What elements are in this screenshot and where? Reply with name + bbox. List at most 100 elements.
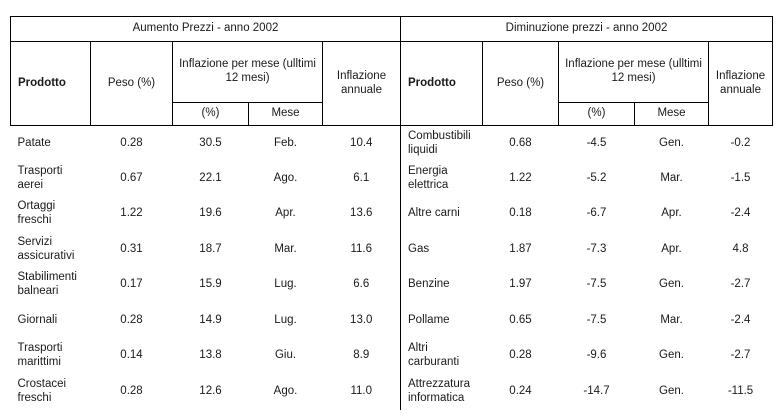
cell-r-prod: Gas <box>400 232 483 268</box>
cell-r-peso: 0.68 <box>509 136 532 149</box>
table-row: Trasporti marittimi 0.14 13.8 Giu. 8.9 Altri … <box>11 338 773 374</box>
cell-r-mese: Gen. <box>659 349 684 362</box>
cell-r-mese: Mar. <box>660 171 683 184</box>
cell-r-annual: -2.7 <box>730 349 751 362</box>
cell-r-prod: Pollame <box>400 303 483 339</box>
cell-l-mese: Feb. <box>273 136 297 149</box>
cell-l-pct: 18.7 <box>199 242 222 255</box>
cell-r-pct: -7.5 <box>586 278 607 291</box>
cell-l-peso: 1.22 <box>120 207 143 220</box>
table-body: Patate 0.28 30.5 Feb. 10.4 Combustibili liqui… <box>11 125 773 410</box>
cell-r-annual: -11.5 <box>727 384 754 397</box>
cell-r-annual: 4.8 <box>732 242 749 255</box>
cell-l-prod: Trasporti marittimi <box>17 342 63 369</box>
cell-l-peso: 0.28 <box>120 136 143 149</box>
header-product-left: Prodotto <box>10 41 91 126</box>
cell-r-peso: 0.24 <box>509 384 532 397</box>
cell-l-pct: 12.6 <box>199 384 222 397</box>
cell-r-mese: Apr. <box>661 242 682 255</box>
table-row: Patate 0.28 30.5 Feb. 10.4 Combustibili liqui… <box>11 125 773 161</box>
header-annual-left: Inflazione annuale <box>322 41 401 126</box>
cell-r-peso: 0.28 <box>509 349 532 362</box>
cell-l-pct: 30.5 <box>199 136 222 149</box>
cell-l-prod: Ortaggi freschi <box>17 200 56 227</box>
right-group-title: Diminuzione prezzi - anno 2002 <box>400 16 774 42</box>
cell-r-prod: Energia elettrica <box>400 161 483 197</box>
left-group-title: Aumento Prezzi - anno 2002 <box>10 16 401 42</box>
cell-r-peso: 1.22 <box>509 171 532 184</box>
cell-l-annual: 10.4 <box>350 136 373 149</box>
table-row: Crostacei freschi 0.28 12.6 Ago. 11.0 Attrezz… <box>11 374 773 410</box>
header-weight-right: Peso (%) <box>482 41 559 126</box>
table-row: Stabilimenti balneari 0.17 15.9 Lug. 6.6 Benz… <box>11 267 773 303</box>
cell-r-peso: 0.18 <box>509 207 532 220</box>
cell-l-prod: Patate <box>17 136 51 149</box>
header-monthly-right: Inflazione per mese (ulltimi 12 mesi) <box>558 41 709 103</box>
cell-l-prod: Stabilimenti balneari <box>17 271 77 298</box>
cell-r-mese: Mar. <box>660 313 683 326</box>
cell-r-mese: Gen. <box>659 384 684 397</box>
cell-l-mese: Apr. <box>275 207 296 220</box>
cell-l-pct: 19.6 <box>199 207 222 220</box>
cell-l-mese: Ago. <box>273 384 298 397</box>
cell-r-annual: -1.5 <box>730 171 751 184</box>
header-product-right: Prodotto <box>400 41 483 126</box>
table-row: Servizi assicurativi 0.31 18.7 Mar. 11.6 Gas 1… <box>11 232 773 268</box>
cell-l-prod: Trasporti aerei <box>17 164 63 191</box>
cell-l-peso: 0.17 <box>120 278 143 291</box>
cell-l-prod: Crostacei freschi <box>17 377 67 404</box>
cell-r-pct: -7.3 <box>586 242 607 255</box>
header-month-left: Mese <box>248 102 323 126</box>
cell-l-pct: 22.1 <box>199 171 222 184</box>
cell-r-prod: Attrezzatura informatica <box>400 374 483 410</box>
cell-r-annual: -2.7 <box>730 278 751 291</box>
cell-l-mese: Giu. <box>274 349 297 362</box>
cell-l-mese: Lug. <box>274 278 297 291</box>
price-table: Aumento Prezzi - anno 2002 Diminuzione p… <box>10 16 774 410</box>
cell-r-mese: Gen. <box>659 278 684 291</box>
cell-l-mese: Ago. <box>273 171 298 184</box>
cell-r-peso: 1.87 <box>509 242 532 255</box>
cell-r-pct: -9.6 <box>586 349 607 362</box>
cell-l-annual: 6.1 <box>353 171 370 184</box>
cell-l-pct: 15.9 <box>199 278 222 291</box>
cell-r-prod: Altri carburanti <box>400 338 483 374</box>
cell-l-mese: Lug. <box>274 313 297 326</box>
cell-r-prod: Benzine <box>400 267 483 303</box>
cell-l-peso: 0.67 <box>120 171 143 184</box>
cell-r-annual: -2.4 <box>730 207 751 220</box>
cell-l-annual: 8.9 <box>353 349 370 362</box>
cell-r-mese: Apr. <box>661 207 682 220</box>
cell-r-mese: Gen. <box>659 136 684 149</box>
cell-l-pct: 14.9 <box>199 313 222 326</box>
cell-l-prod: Giornali <box>17 313 58 326</box>
header-month-right: Mese <box>634 102 709 126</box>
cell-r-pct: -4.5 <box>586 136 607 149</box>
header-percent-right: (%) <box>558 102 635 126</box>
cell-l-peso: 0.28 <box>120 384 143 397</box>
cell-r-peso: 0.65 <box>509 313 532 326</box>
cell-r-annual: -0.2 <box>730 136 751 149</box>
cell-r-prod: Combustibili liquidi <box>400 125 483 161</box>
cell-l-annual: 11.6 <box>350 242 373 255</box>
cell-l-peso: 0.31 <box>120 242 143 255</box>
cell-l-annual: 6.6 <box>353 278 370 291</box>
cell-l-annual: 13.0 <box>350 313 373 326</box>
cell-r-pct: -7.5 <box>586 313 607 326</box>
table-row: Giornali 0.28 14.9 Lug. 13.0 Pollame 0.65 -7.5 M… <box>11 303 773 339</box>
cell-l-pct: 13.8 <box>199 349 222 362</box>
cell-r-peso: 1.97 <box>509 278 532 291</box>
cell-l-prod: Servizi assicurativi <box>17 235 75 262</box>
table-row: Trasporti aerei 0.67 22.1 Ago. 6.1 Energia el… <box>11 161 773 197</box>
header-weight-left: Peso (%) <box>90 41 173 126</box>
cell-l-peso: 0.14 <box>120 349 143 362</box>
cell-l-annual: 11.0 <box>350 384 373 397</box>
header-monthly-left: Inflazione per mese (ulltimi 12 mesi) <box>172 41 323 103</box>
table-row: Ortaggi freschi 1.22 19.6 Apr. 13.6 Altre car… <box>11 196 773 232</box>
cell-r-prod: Altre carni <box>400 196 483 232</box>
cell-l-peso: 0.28 <box>120 313 143 326</box>
header-percent-left: (%) <box>172 102 249 126</box>
cell-r-pct: -14.7 <box>583 384 610 397</box>
header-annual-right: Inflazione annuale <box>708 41 774 126</box>
cell-r-pct: -6.7 <box>586 207 607 220</box>
